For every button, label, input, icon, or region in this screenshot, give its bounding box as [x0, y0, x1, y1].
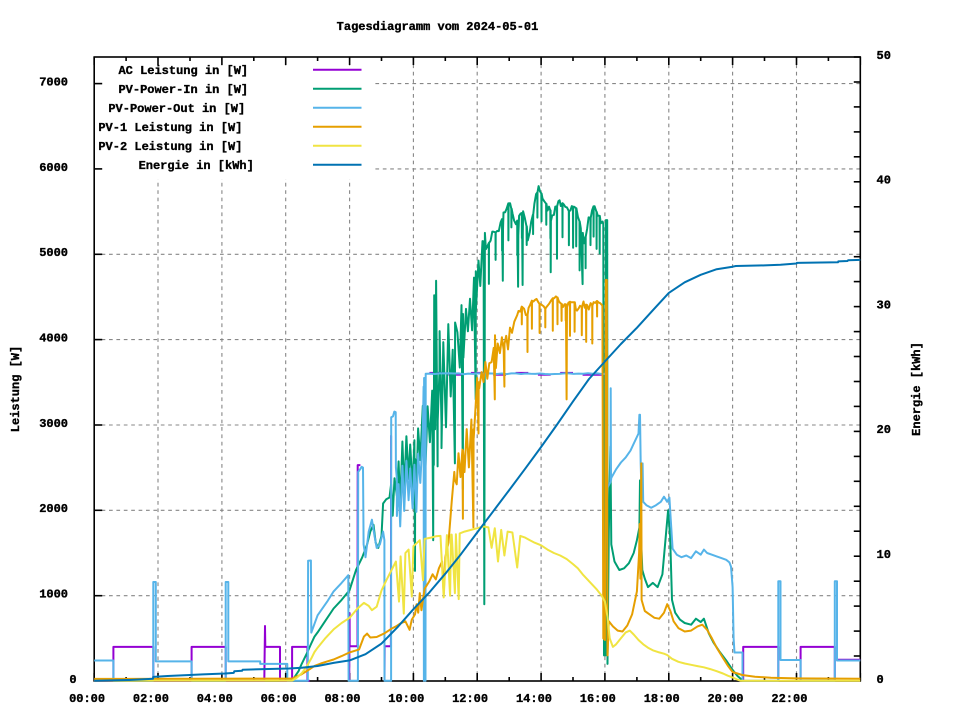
svg-text:7000: 7000: [39, 75, 68, 89]
svg-text:3000: 3000: [39, 417, 68, 431]
svg-text:10: 10: [877, 548, 891, 562]
svg-text:0: 0: [877, 673, 884, 687]
svg-text:12:00: 12:00: [452, 692, 488, 706]
svg-text:1000: 1000: [39, 588, 68, 602]
svg-text:22:00: 22:00: [771, 692, 807, 706]
svg-text:20:00: 20:00: [707, 692, 743, 706]
svg-text:10:00: 10:00: [388, 692, 424, 706]
svg-text:Tagesdiagramm vom 2024-05-01: Tagesdiagramm vom 2024-05-01: [337, 20, 539, 34]
svg-text:00:00: 00:00: [69, 692, 105, 706]
svg-text:2000: 2000: [39, 502, 68, 516]
svg-text:5000: 5000: [39, 246, 68, 260]
svg-text:16:00: 16:00: [580, 692, 616, 706]
svg-text:30: 30: [877, 298, 891, 312]
svg-text:06:00: 06:00: [261, 692, 297, 706]
svg-text:Energie [kWh]: Energie [kWh]: [910, 342, 924, 436]
svg-text:Leistung [W]: Leistung [W]: [9, 346, 23, 432]
svg-text:40: 40: [877, 174, 891, 188]
svg-text:6000: 6000: [39, 161, 68, 175]
svg-text:PV-2 Leistung in [W]: PV-2 Leistung in [W]: [98, 140, 242, 154]
svg-text:PV-Power-In in [W]: PV-Power-In in [W]: [118, 83, 248, 97]
svg-text:20: 20: [877, 423, 891, 437]
svg-text:AC Leistung in [W]: AC Leistung in [W]: [118, 64, 248, 78]
svg-text:0: 0: [69, 673, 76, 687]
svg-text:08:00: 08:00: [324, 692, 360, 706]
svg-text:14:00: 14:00: [516, 692, 552, 706]
svg-text:04:00: 04:00: [197, 692, 233, 706]
svg-text:50: 50: [877, 49, 891, 63]
svg-text:PV-Power-Out in [W]: PV-Power-Out in [W]: [108, 102, 245, 116]
svg-text:18:00: 18:00: [644, 692, 680, 706]
svg-text:Energie in [kWh]: Energie in [kWh]: [139, 159, 254, 173]
svg-text:PV-1 Leistung in [W]: PV-1 Leistung in [W]: [98, 121, 242, 135]
svg-text:4000: 4000: [39, 332, 68, 346]
svg-text:02:00: 02:00: [133, 692, 169, 706]
